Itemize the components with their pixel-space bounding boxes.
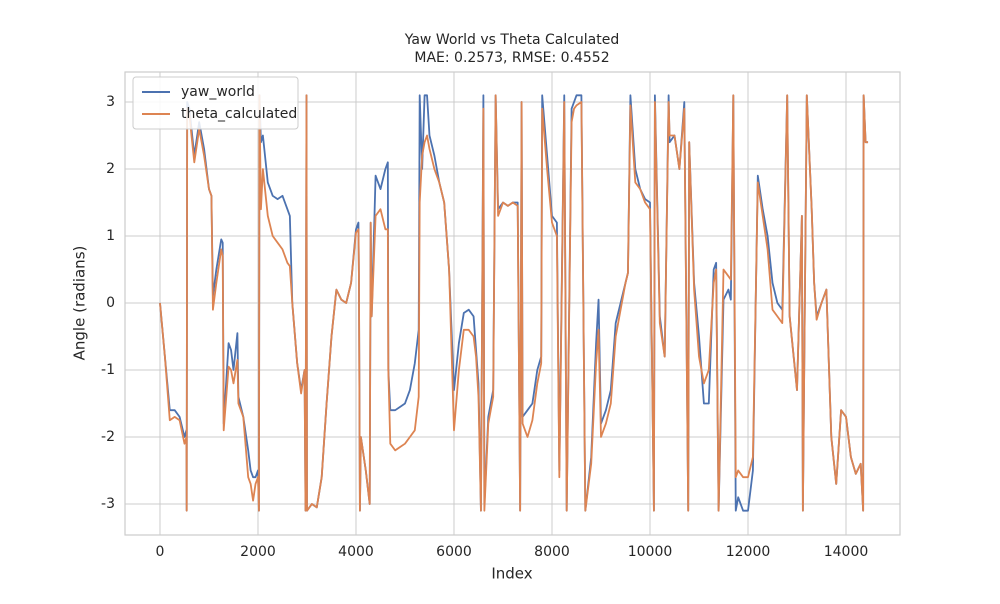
y-tick-label: 0 xyxy=(106,295,115,311)
y-tick-label: 2 xyxy=(106,161,115,177)
x-tick-label: 0 xyxy=(156,544,165,560)
x-tick-label: 14000 xyxy=(824,544,869,560)
y-tick-label: -3 xyxy=(101,496,115,512)
x-tick-label: 10000 xyxy=(628,544,673,560)
y-tick-label: 1 xyxy=(106,228,115,244)
x-axis-label: Index xyxy=(491,565,532,583)
y-axis-label: Angle (radians) xyxy=(71,246,89,361)
legend-label: theta_calculated xyxy=(181,106,297,122)
y-tick-label: -2 xyxy=(101,429,115,445)
legend: yaw_world theta_calculated xyxy=(132,76,299,130)
legend-label: yaw_world xyxy=(181,84,255,100)
y-tick-label: -1 xyxy=(101,362,115,378)
x-tick-label: 6000 xyxy=(436,544,472,560)
y-tick-label: 3 xyxy=(106,94,115,110)
x-tick-label: 8000 xyxy=(534,544,570,560)
legend-box xyxy=(132,76,299,130)
x-tick-label: 4000 xyxy=(338,544,374,560)
plot-frame xyxy=(124,71,901,536)
plot-area: -3 -2 -1 0 1 2 3 0 2000 4000 6000 8000 10000 12000 140… xyxy=(101,71,901,560)
x-tick-label: 12000 xyxy=(726,544,771,560)
x-tick-label: 2000 xyxy=(240,544,276,560)
chart-subtitle: MAE: 0.2573, RMSE: 0.4552 xyxy=(414,50,609,66)
chart-title: Yaw World vs Theta Calculated xyxy=(404,32,620,48)
